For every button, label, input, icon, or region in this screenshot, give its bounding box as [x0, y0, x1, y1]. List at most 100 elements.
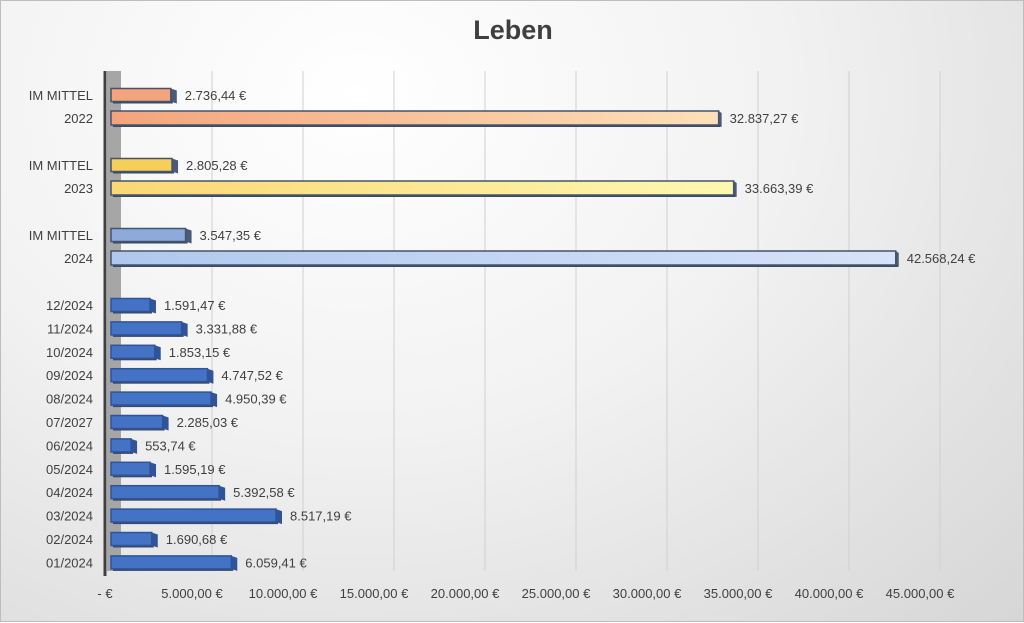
y-category-label: 05/2024 — [46, 462, 93, 477]
bar-side — [181, 321, 188, 337]
y-category-label: 06/2024 — [46, 438, 93, 453]
x-tick-label: 30.000,00 € — [613, 586, 682, 601]
y-category-label: 2024 — [64, 251, 93, 266]
data-label: 1.591,47 € — [164, 298, 226, 313]
x-tick-label: 45.000,00 € — [886, 586, 955, 601]
data-label: 4.747,52 € — [221, 368, 283, 383]
data-label: 1.690,68 € — [166, 532, 228, 547]
bar-side — [151, 532, 158, 548]
bar-bottom — [113, 381, 210, 384]
bar — [110, 367, 209, 383]
data-label: 3.547,35 € — [200, 228, 262, 243]
x-tick-label: - € — [97, 586, 113, 601]
bar-bottom — [113, 522, 279, 525]
bar-bottom — [113, 195, 736, 197]
bar-bottom — [113, 311, 152, 314]
x-tick-label: 15.000,00 € — [340, 586, 409, 601]
y-category-label: 11/2024 — [47, 321, 93, 336]
y-category-label: 08/2024 — [46, 392, 93, 407]
bar-side — [172, 158, 179, 174]
bar-side — [149, 298, 156, 314]
x-tick-label: 5.000,00 € — [161, 586, 223, 601]
y-category-label: 01/2024 — [46, 555, 93, 570]
data-label: 2.736,44 € — [185, 88, 247, 103]
y-category-label: 03/2024 — [46, 509, 93, 524]
bar — [110, 157, 173, 173]
bar — [110, 438, 132, 453]
y-category-label: 09/2024 — [46, 368, 93, 383]
data-label: 5.392,58 € — [233, 485, 295, 500]
bar-bottom — [113, 451, 134, 454]
bar-bottom — [113, 125, 721, 127]
bar-bottom — [113, 265, 898, 267]
x-tick-label: 20.000,00 € — [431, 586, 500, 601]
bar-bottom — [113, 545, 154, 548]
chart-title: Leben — [473, 15, 553, 45]
bar-side — [154, 345, 161, 361]
bar — [110, 508, 277, 523]
bar-bottom — [113, 358, 157, 361]
x-tick-label: 10.000,00 € — [249, 586, 318, 601]
bar — [110, 227, 187, 243]
bar-bottom — [113, 498, 222, 501]
x-tick-label: 40.000,00 € — [795, 586, 864, 601]
x-tick-label: 35.000,00 € — [704, 586, 773, 601]
y-category-label: IM MITTEL — [29, 158, 93, 173]
bar — [110, 461, 151, 477]
bar-side — [185, 228, 192, 244]
bar — [110, 531, 153, 547]
data-label: 8.517,19 € — [290, 509, 352, 524]
bar-bottom — [113, 101, 173, 104]
y-category-label: 04/2024 — [46, 485, 93, 500]
data-label: 42.568,24 € — [907, 251, 976, 266]
bar-bottom — [113, 568, 234, 571]
bar — [110, 414, 164, 430]
bar — [110, 484, 220, 500]
y-category-label: 07/2027 — [46, 415, 93, 430]
bar — [110, 344, 156, 360]
data-label: 2.285,03 € — [177, 415, 239, 430]
x-tick-label: 25.000,00 € — [522, 586, 591, 601]
bar — [110, 391, 212, 406]
bar-bottom — [113, 405, 214, 408]
data-label: 2.805,28 € — [186, 158, 248, 173]
bar — [110, 180, 735, 196]
bar-side — [276, 509, 283, 525]
data-label: 32.837,27 € — [730, 111, 799, 126]
bar-side — [231, 555, 238, 571]
bar-bottom — [113, 428, 165, 431]
bar — [110, 87, 172, 103]
y-category-label: 2023 — [64, 181, 93, 196]
bar-bottom — [113, 241, 188, 244]
bar-side — [170, 88, 177, 104]
bar — [110, 555, 233, 570]
bar-bottom — [113, 334, 184, 337]
y-category-label: 2022 — [64, 111, 93, 126]
y-category-label: IM MITTEL — [29, 228, 93, 243]
bar — [110, 110, 720, 126]
data-label: 3.331,88 € — [196, 321, 258, 336]
data-label: 553,74 € — [145, 438, 196, 453]
data-label: 1.853,15 € — [169, 345, 231, 360]
data-label: 4.950,39 € — [225, 392, 287, 407]
bar — [110, 321, 183, 336]
bar-side — [150, 462, 157, 478]
data-label: 1.595,19 € — [164, 462, 226, 477]
bar — [110, 250, 897, 266]
y-category-label: 02/2024 — [46, 532, 93, 547]
bar-side — [211, 392, 218, 408]
bar — [110, 297, 151, 313]
bar-side — [162, 415, 169, 431]
data-label: 33.663,39 € — [745, 181, 814, 196]
bar-side — [219, 485, 226, 501]
bar-side — [131, 438, 138, 454]
bar-bottom — [113, 171, 175, 174]
y-category-label: IM MITTEL — [29, 88, 93, 103]
y-category-label: 10/2024 — [46, 345, 93, 360]
bar-side — [207, 368, 214, 384]
y-category-label: 12/2024 — [46, 298, 93, 313]
data-label: 6.059,41 € — [245, 555, 307, 570]
bar-bottom — [113, 475, 153, 478]
